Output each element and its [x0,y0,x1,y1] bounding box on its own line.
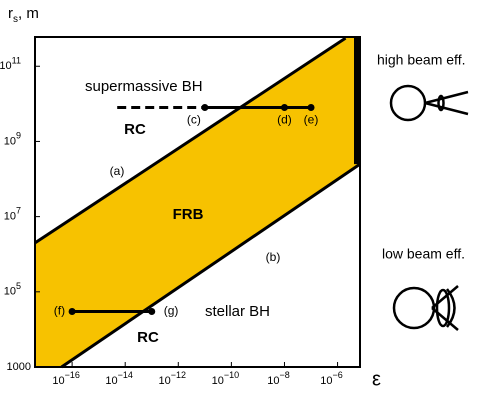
point-label: (e) [304,113,319,127]
x-tick-label: 10−14 [105,370,133,387]
x-tick-label: 10−10 [212,370,240,387]
point-label: (f) [54,304,65,318]
point [280,103,288,111]
x-axis-label: ε [372,368,381,390]
plot-frame [34,36,361,368]
beam-icon-high [389,84,469,122]
point [201,103,209,111]
point [307,103,315,111]
point-label: (g) [164,304,179,318]
y-tick-label: 105 [4,281,21,298]
annotation: high beam eff. [377,52,465,68]
series-line [60,162,361,369]
series-label: (a) [110,164,125,178]
beam-icon-low [392,285,459,331]
y-tick-label: 1000 [7,361,31,373]
y-tick-label: 1011 [0,56,21,73]
point-label: (d) [277,113,292,127]
annotation: low beam eff. [382,246,465,262]
point [148,307,156,315]
x-tick-label: 10−6 [320,370,343,387]
series-label: (b) [266,250,281,264]
x-tick-label: 10−16 [52,370,80,387]
annotation: stellar BH [205,303,270,320]
band-label: FRB [173,206,204,223]
series-label: RC [124,121,146,138]
y-tick-label: 109 [4,131,21,148]
y-tick-label: 107 [4,206,21,223]
point [68,307,76,315]
frb-band [35,37,360,367]
annotation: supermassive BH [85,78,203,95]
series-label: RC [137,329,159,346]
series-line [34,36,347,245]
point-label: (c) [187,113,201,127]
x-tick-label: 10−8 [267,370,290,387]
x-tick-label: 10−12 [159,370,187,387]
y-axis-label: rs, m [8,5,39,25]
